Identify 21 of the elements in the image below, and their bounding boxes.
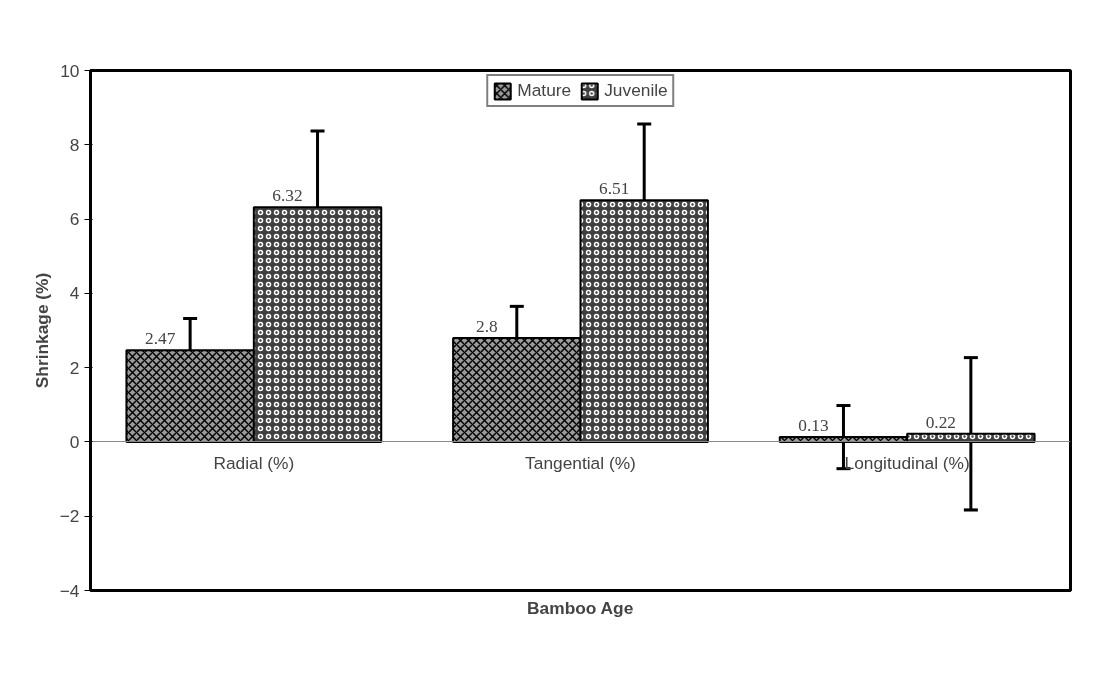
- x-tick-label: Tangential (%): [525, 452, 636, 473]
- x-tick-label: Longitudinal (%): [844, 452, 970, 473]
- data-label: 2.47: [144, 329, 176, 349]
- data-label: 0.22: [925, 412, 957, 432]
- data-label: 2.8: [475, 316, 498, 336]
- y-tick-label: 4: [69, 283, 80, 304]
- y-tick-label: −2: [59, 506, 80, 527]
- legend-label: Juvenile: [604, 80, 668, 101]
- y-tick-label: 6: [69, 209, 80, 230]
- legend-label: Mature: [517, 80, 572, 101]
- x-axis-title: Bamboo Age: [527, 597, 634, 618]
- data-label: 6.32: [272, 186, 303, 206]
- y-axis-title: Shrinkage (%): [31, 272, 52, 389]
- data-label: 6.51: [599, 179, 630, 199]
- y-tick-label: 2: [69, 357, 80, 378]
- data-label: 0.13: [798, 416, 829, 436]
- y-tick-label: 10: [60, 60, 80, 81]
- x-tick-label: Radial (%): [213, 452, 295, 473]
- y-tick-label: −4: [59, 580, 80, 601]
- y-tick-label: 0: [69, 431, 80, 452]
- y-tick-label: 8: [69, 134, 80, 155]
